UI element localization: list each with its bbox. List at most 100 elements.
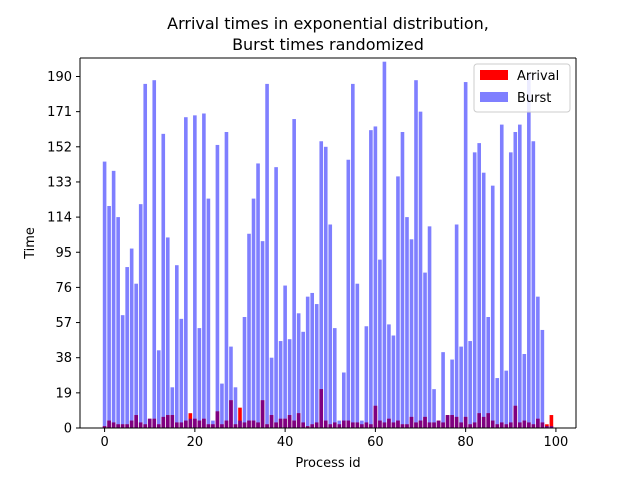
burst-bar	[319, 141, 324, 428]
burst-bar	[161, 133, 166, 428]
legend-swatch-burst	[480, 92, 508, 102]
overlap-segment	[193, 418, 197, 428]
burst-bar	[328, 224, 333, 428]
overlap-segment	[305, 426, 310, 428]
overlap-segment	[328, 424, 333, 428]
overlap-segment	[432, 422, 436, 428]
burst-bar	[278, 341, 283, 428]
burst-bar	[107, 206, 111, 428]
overlap-segment	[184, 420, 188, 428]
overlap-segment	[373, 405, 378, 428]
overlap-segment	[423, 416, 427, 428]
burst-bar	[269, 357, 274, 428]
burst-bar	[450, 359, 454, 428]
overlap-segment	[129, 420, 134, 428]
burst-bar	[224, 132, 229, 428]
burst-bar	[346, 159, 351, 428]
burst-bar	[229, 346, 233, 428]
overlap-segment	[229, 400, 233, 428]
overlap-segment	[414, 422, 418, 428]
legend-label-burst: Burst	[517, 91, 551, 106]
overlap-segment	[211, 424, 215, 428]
burst-bar	[504, 370, 509, 428]
overlap-segment	[179, 422, 184, 428]
burst-bar	[364, 326, 369, 428]
overlap-segment	[369, 424, 373, 428]
overlap-segment	[278, 418, 283, 428]
burst-bar	[323, 146, 328, 429]
burst-bar	[287, 339, 292, 428]
overlap-segment	[527, 422, 531, 428]
burst-bar	[382, 61, 387, 428]
overlap-segment	[382, 422, 387, 428]
burst-bar	[292, 119, 296, 429]
burst-bar	[129, 248, 134, 428]
overlap-segment	[175, 422, 179, 428]
y-tick-label: 57	[55, 316, 72, 331]
y-tick-label: 38	[55, 351, 72, 366]
overlap-segment	[233, 424, 238, 428]
y-tick-label: 152	[47, 140, 72, 155]
burst-bar	[351, 83, 355, 429]
burst-bar	[405, 217, 409, 428]
burst-bar	[540, 329, 545, 428]
burst-bar	[414, 80, 418, 428]
burst-bar	[396, 176, 400, 428]
overlap-segment	[536, 418, 540, 428]
overlap-segment	[323, 420, 328, 428]
legend-swatch-arrival	[480, 70, 508, 80]
y-tick-label: 95	[55, 246, 72, 261]
y-axis-label: Time	[23, 227, 38, 260]
overlap-segment	[360, 424, 364, 428]
overlap-segment	[116, 424, 120, 428]
burst-bar	[215, 144, 220, 428]
y-tick-label: 190	[47, 70, 72, 85]
burst-bar	[125, 267, 129, 428]
overlap-segment	[513, 405, 518, 428]
chart-title-line-2: Burst times randomized	[232, 35, 424, 54]
overlap-segment	[495, 424, 500, 428]
burst-bar	[378, 259, 382, 428]
burst-bar	[314, 304, 319, 428]
overlap-segment	[251, 420, 256, 428]
overlap-segment	[138, 422, 143, 428]
overlap-segment	[400, 424, 405, 428]
overlap-segment	[405, 424, 409, 428]
burst-bar	[138, 204, 143, 428]
burst-bar	[265, 83, 269, 429]
burst-bar	[260, 241, 265, 428]
burst-bar	[310, 292, 315, 428]
overlap-segment	[337, 424, 342, 428]
overlap-segment	[269, 415, 274, 428]
burst-bar	[477, 143, 481, 428]
overlap-segment	[332, 422, 337, 428]
y-tick-label: 19	[55, 386, 72, 401]
burst-bar	[134, 283, 138, 428]
overlap-segment	[319, 389, 324, 428]
overlap-segment	[540, 422, 545, 428]
burst-bar	[242, 317, 247, 428]
overlap-segment	[287, 415, 292, 428]
burst-bar	[536, 296, 540, 428]
overlap-segment	[409, 416, 414, 428]
x-tick-label: 0	[100, 435, 108, 450]
burst-bar	[111, 170, 116, 428]
overlap-segment	[522, 420, 527, 428]
overlap-segment	[260, 400, 265, 428]
burst-bar	[369, 130, 373, 428]
x-ticks: 0 20 40 60 80 100	[100, 428, 568, 450]
burst-bar	[527, 74, 531, 429]
burst-bar	[301, 331, 305, 428]
burst-bar	[355, 283, 360, 428]
overlap-segment	[111, 422, 116, 428]
y-tick-label: 114	[47, 211, 72, 226]
burst-bar	[274, 167, 278, 428]
arrival-bar	[238, 407, 242, 428]
overlap-segment	[481, 416, 486, 428]
overlap-segment	[107, 420, 111, 428]
overlap-segment	[314, 422, 319, 428]
burst-bar	[508, 152, 513, 428]
burst-bar	[247, 233, 251, 428]
burst-bar	[170, 387, 175, 428]
